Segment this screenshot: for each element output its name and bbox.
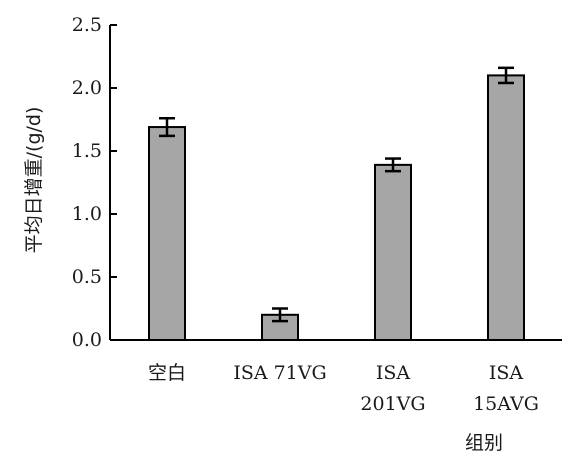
y-tick-label: 2.0: [72, 77, 102, 99]
x-tick-label: ISA: [489, 362, 524, 384]
bar: [374, 163, 412, 341]
error-bars: [159, 66, 514, 323]
x-tick-label: 15AVG: [473, 393, 539, 415]
bar: [148, 126, 186, 341]
x-axis-label: 组别: [465, 432, 503, 454]
y-tick-label: 1.0: [72, 203, 102, 225]
bars: [148, 74, 525, 342]
x-tick-label: 201VG: [360, 393, 425, 415]
x-tick-label: ISA 71VG: [233, 362, 326, 384]
category-labels: 空白 ISA 71VG ISA 201VG ISA 15AVG: [148, 362, 539, 415]
y-tick-label: 2.5: [72, 14, 102, 36]
y-tick-label: 1.5: [72, 140, 102, 162]
y-axis-label: 平均日增重/(g/d): [23, 107, 45, 254]
y-tick-label: 0.0: [72, 329, 102, 351]
y-axis: 0.0 0.5 1.0 1.5 2.0 2.5: [72, 14, 117, 351]
x-tick-label: 空白: [148, 362, 186, 384]
x-tick-label: ISA: [376, 362, 411, 384]
bar: [487, 74, 525, 342]
y-tick-label: 0.5: [72, 266, 102, 288]
